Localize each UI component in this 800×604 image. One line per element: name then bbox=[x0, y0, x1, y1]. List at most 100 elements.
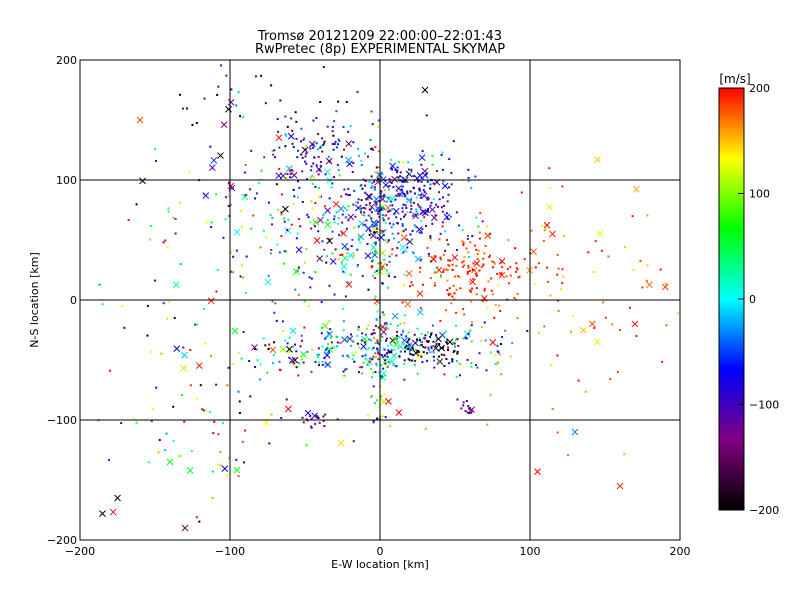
data-point-cross bbox=[534, 468, 541, 475]
data-point-cross bbox=[181, 351, 188, 359]
data-point-stroke bbox=[210, 156, 218, 164]
data-point-stroke bbox=[549, 230, 556, 238]
data-point bbox=[439, 258, 442, 261]
data-point bbox=[377, 358, 380, 361]
data-point bbox=[361, 213, 364, 216]
data-point bbox=[453, 292, 456, 295]
data-point bbox=[371, 149, 374, 152]
colorbar-tick-label: −200 bbox=[749, 504, 779, 517]
data-point bbox=[431, 256, 434, 259]
data-point bbox=[331, 143, 334, 146]
data-point bbox=[388, 255, 391, 258]
data-point bbox=[211, 496, 214, 499]
data-point bbox=[509, 274, 512, 277]
data-point-cross bbox=[284, 405, 292, 413]
data-point bbox=[357, 198, 360, 201]
data-point bbox=[373, 231, 376, 234]
data-point bbox=[367, 363, 370, 366]
data-point bbox=[229, 203, 232, 206]
data-point bbox=[472, 262, 475, 265]
data-point-stroke bbox=[498, 257, 506, 265]
data-point bbox=[167, 210, 170, 213]
data-point-stroke bbox=[287, 132, 295, 140]
data-point-cross bbox=[180, 364, 187, 372]
data-point bbox=[393, 237, 396, 240]
data-point bbox=[373, 224, 376, 227]
data-point bbox=[475, 248, 478, 251]
data-point-cross bbox=[109, 508, 117, 516]
data-point bbox=[556, 273, 559, 276]
data-point bbox=[342, 329, 345, 332]
data-point-stroke bbox=[220, 121, 228, 128]
data-point bbox=[451, 360, 454, 363]
data-point bbox=[411, 346, 414, 349]
data-point-cross bbox=[498, 271, 506, 279]
data-point bbox=[362, 361, 365, 364]
data-point bbox=[336, 341, 339, 344]
data-point-cross bbox=[417, 308, 424, 316]
data-point bbox=[303, 300, 306, 303]
data-point bbox=[260, 169, 263, 172]
data-point bbox=[340, 195, 343, 198]
data-point bbox=[368, 180, 371, 183]
data-point bbox=[401, 207, 404, 210]
data-point bbox=[392, 223, 395, 226]
data-point bbox=[426, 352, 429, 355]
data-point bbox=[385, 269, 388, 272]
data-point-cross bbox=[549, 230, 556, 238]
data-point bbox=[298, 362, 301, 365]
data-point bbox=[288, 336, 291, 339]
data-point-cross bbox=[317, 216, 324, 224]
data-point bbox=[375, 364, 378, 367]
data-point bbox=[455, 248, 458, 251]
data-point bbox=[324, 363, 327, 366]
data-point-stroke bbox=[99, 510, 106, 517]
data-point bbox=[441, 168, 444, 171]
data-point bbox=[385, 339, 388, 342]
data-point bbox=[454, 275, 457, 278]
data-point bbox=[349, 124, 352, 127]
data-point bbox=[376, 339, 379, 342]
data-point bbox=[283, 250, 286, 253]
data-point bbox=[475, 274, 478, 277]
data-point bbox=[154, 159, 157, 162]
data-point bbox=[390, 168, 393, 171]
data-point bbox=[174, 218, 177, 221]
data-point bbox=[628, 306, 631, 309]
data-point bbox=[448, 362, 451, 365]
data-point bbox=[487, 280, 490, 283]
data-point-cross bbox=[368, 203, 375, 211]
data-point bbox=[290, 169, 293, 172]
data-point bbox=[410, 239, 413, 242]
data-point-stroke bbox=[596, 230, 604, 238]
data-point-cross bbox=[289, 327, 297, 335]
data-point bbox=[301, 358, 304, 361]
data-point bbox=[404, 346, 407, 349]
data-point bbox=[449, 259, 452, 262]
data-point bbox=[430, 345, 433, 348]
data-point bbox=[311, 348, 314, 351]
data-point-cross bbox=[312, 219, 320, 226]
data-point bbox=[537, 262, 540, 265]
data-point bbox=[374, 234, 377, 237]
data-point-cross bbox=[469, 278, 477, 286]
data-point bbox=[370, 339, 373, 342]
data-point bbox=[369, 208, 372, 211]
data-point bbox=[390, 351, 393, 354]
data-point bbox=[388, 209, 391, 212]
data-point bbox=[443, 364, 446, 367]
data-point bbox=[388, 198, 391, 201]
data-point-cross bbox=[633, 186, 640, 193]
data-point bbox=[397, 190, 400, 193]
data-point bbox=[385, 365, 388, 368]
data-point bbox=[458, 362, 461, 365]
data-point bbox=[262, 337, 265, 340]
data-point-stroke bbox=[221, 465, 229, 473]
data-point bbox=[402, 330, 405, 333]
data-point bbox=[331, 125, 334, 128]
data-point bbox=[347, 193, 350, 196]
data-point bbox=[369, 368, 372, 371]
data-point bbox=[442, 180, 445, 183]
data-point bbox=[530, 229, 533, 232]
data-point bbox=[470, 300, 473, 303]
